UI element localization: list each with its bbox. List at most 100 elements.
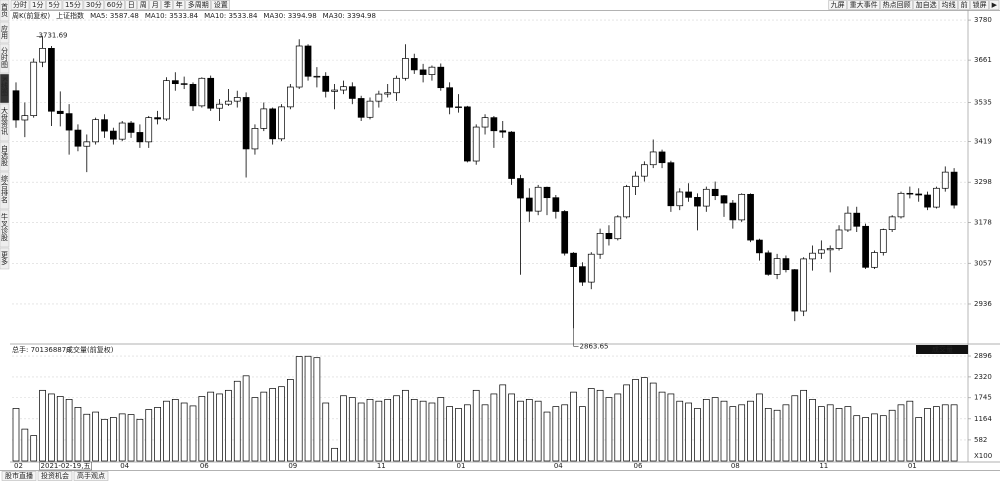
period-button[interactable] bbox=[104, 0, 126, 10]
tool-label: 均线 bbox=[942, 0, 956, 9]
bottom-tab-label: 股市直播 bbox=[5, 471, 33, 480]
period-button[interactable] bbox=[125, 0, 138, 10]
legend-item: MA10: 3533.84 bbox=[145, 12, 199, 20]
candle-body bbox=[676, 191, 684, 207]
side-tab-label: 大盘资讯 bbox=[1, 106, 9, 136]
candle-body bbox=[800, 258, 808, 312]
period-button[interactable] bbox=[46, 0, 63, 10]
volume-bar bbox=[402, 389, 409, 462]
volume-bar bbox=[65, 399, 73, 462]
tool-button[interactable] bbox=[880, 0, 913, 10]
candle-body bbox=[189, 83, 197, 107]
bottom-tab-label: 投资机会 bbox=[41, 471, 69, 480]
volume-bar bbox=[826, 404, 834, 462]
period-button[interactable] bbox=[211, 0, 231, 10]
side-tab[interactable] bbox=[0, 21, 10, 44]
volume-bar bbox=[614, 393, 622, 462]
volume-bar bbox=[720, 400, 728, 462]
side-tab-label: 自选股 bbox=[1, 144, 9, 167]
period-button[interactable] bbox=[149, 0, 162, 10]
period-button[interactable] bbox=[137, 0, 150, 10]
period-button[interactable] bbox=[161, 0, 174, 10]
period-button[interactable] bbox=[173, 0, 186, 10]
side-tab[interactable] bbox=[0, 103, 10, 142]
volume-bar bbox=[74, 407, 82, 462]
volume-bar bbox=[853, 415, 861, 462]
candle-body bbox=[685, 191, 692, 198]
volume-bar bbox=[455, 408, 462, 462]
volume-bar bbox=[233, 380, 241, 462]
volume-bar bbox=[835, 408, 843, 462]
volume-bar bbox=[570, 391, 577, 462]
volume-bar bbox=[251, 397, 259, 462]
volume-bar bbox=[21, 428, 29, 462]
volume-bar bbox=[623, 384, 631, 462]
volume-bar bbox=[632, 379, 639, 462]
candle-body bbox=[871, 252, 878, 268]
period-label: 日 bbox=[128, 1, 135, 9]
period-button[interactable] bbox=[62, 0, 84, 10]
period-button[interactable] bbox=[10, 0, 30, 10]
y-tick-label: 2320 bbox=[974, 373, 992, 381]
side-tab[interactable] bbox=[0, 0, 10, 22]
candle-body bbox=[729, 202, 737, 221]
period-button[interactable] bbox=[83, 0, 105, 10]
tool-button[interactable] bbox=[958, 0, 970, 10]
period-button[interactable] bbox=[29, 0, 46, 10]
tool-label: 锁屏 bbox=[973, 0, 987, 9]
period-label: 设置 bbox=[214, 0, 228, 9]
side-tab[interactable] bbox=[0, 247, 10, 270]
volume-bar bbox=[464, 404, 471, 462]
candle-body bbox=[348, 86, 356, 99]
side-tab[interactable] bbox=[0, 209, 10, 248]
tool-button[interactable] bbox=[847, 0, 880, 10]
candle-body bbox=[720, 195, 728, 204]
candle-body bbox=[791, 269, 799, 312]
candle-body bbox=[738, 193, 746, 221]
tool-button[interactable] bbox=[939, 0, 958, 10]
candle-body bbox=[809, 252, 816, 260]
bottom-tab-label: 高手观点 bbox=[77, 471, 105, 480]
side-tab[interactable] bbox=[0, 171, 10, 210]
candle-body bbox=[844, 212, 852, 231]
candle-body bbox=[773, 258, 781, 275]
volume-bar bbox=[410, 399, 418, 462]
volume-button[interactable] bbox=[916, 345, 968, 354]
candle-body bbox=[552, 197, 560, 212]
candle-body bbox=[375, 93, 383, 102]
tool-button[interactable] bbox=[913, 0, 939, 10]
y-tick-label: 3535 bbox=[974, 99, 992, 107]
period-button[interactable] bbox=[185, 0, 212, 10]
candle-body bbox=[826, 248, 834, 251]
y-tick-label: 1164 bbox=[974, 415, 992, 423]
candle-body bbox=[269, 108, 276, 140]
volume-bar bbox=[871, 413, 878, 462]
candle-body bbox=[163, 80, 170, 120]
legend-item: 周K(前复权) bbox=[12, 11, 50, 20]
tool-label: 加自选 bbox=[916, 0, 937, 9]
tool-button[interactable] bbox=[828, 0, 847, 10]
volume-bar bbox=[747, 400, 754, 462]
candle-body bbox=[658, 151, 666, 164]
volume-bar bbox=[101, 418, 108, 462]
candle-body bbox=[579, 266, 586, 283]
volume-bar bbox=[12, 408, 20, 462]
candle-body bbox=[782, 258, 790, 271]
volume-button-label[interactable]: 成交量 bbox=[932, 345, 953, 354]
tool-button[interactable] bbox=[970, 0, 989, 10]
tool-label: 重大事件 bbox=[850, 0, 878, 9]
y-tick-label: 3419 bbox=[974, 138, 992, 146]
volume-bar bbox=[897, 404, 905, 462]
period-label: 1分 bbox=[32, 0, 43, 9]
volume-bar bbox=[525, 399, 533, 462]
side-tab[interactable] bbox=[0, 43, 10, 74]
volume-bar bbox=[481, 404, 489, 462]
volume-bar bbox=[534, 400, 542, 462]
side-tab[interactable] bbox=[0, 73, 10, 104]
candle-body bbox=[233, 97, 241, 102]
side-tab-label: 首页 bbox=[1, 2, 9, 18]
side-tab[interactable] bbox=[0, 141, 10, 172]
candle-body bbox=[570, 252, 577, 267]
volume-bar bbox=[640, 377, 648, 462]
tool-button[interactable] bbox=[989, 0, 1000, 10]
